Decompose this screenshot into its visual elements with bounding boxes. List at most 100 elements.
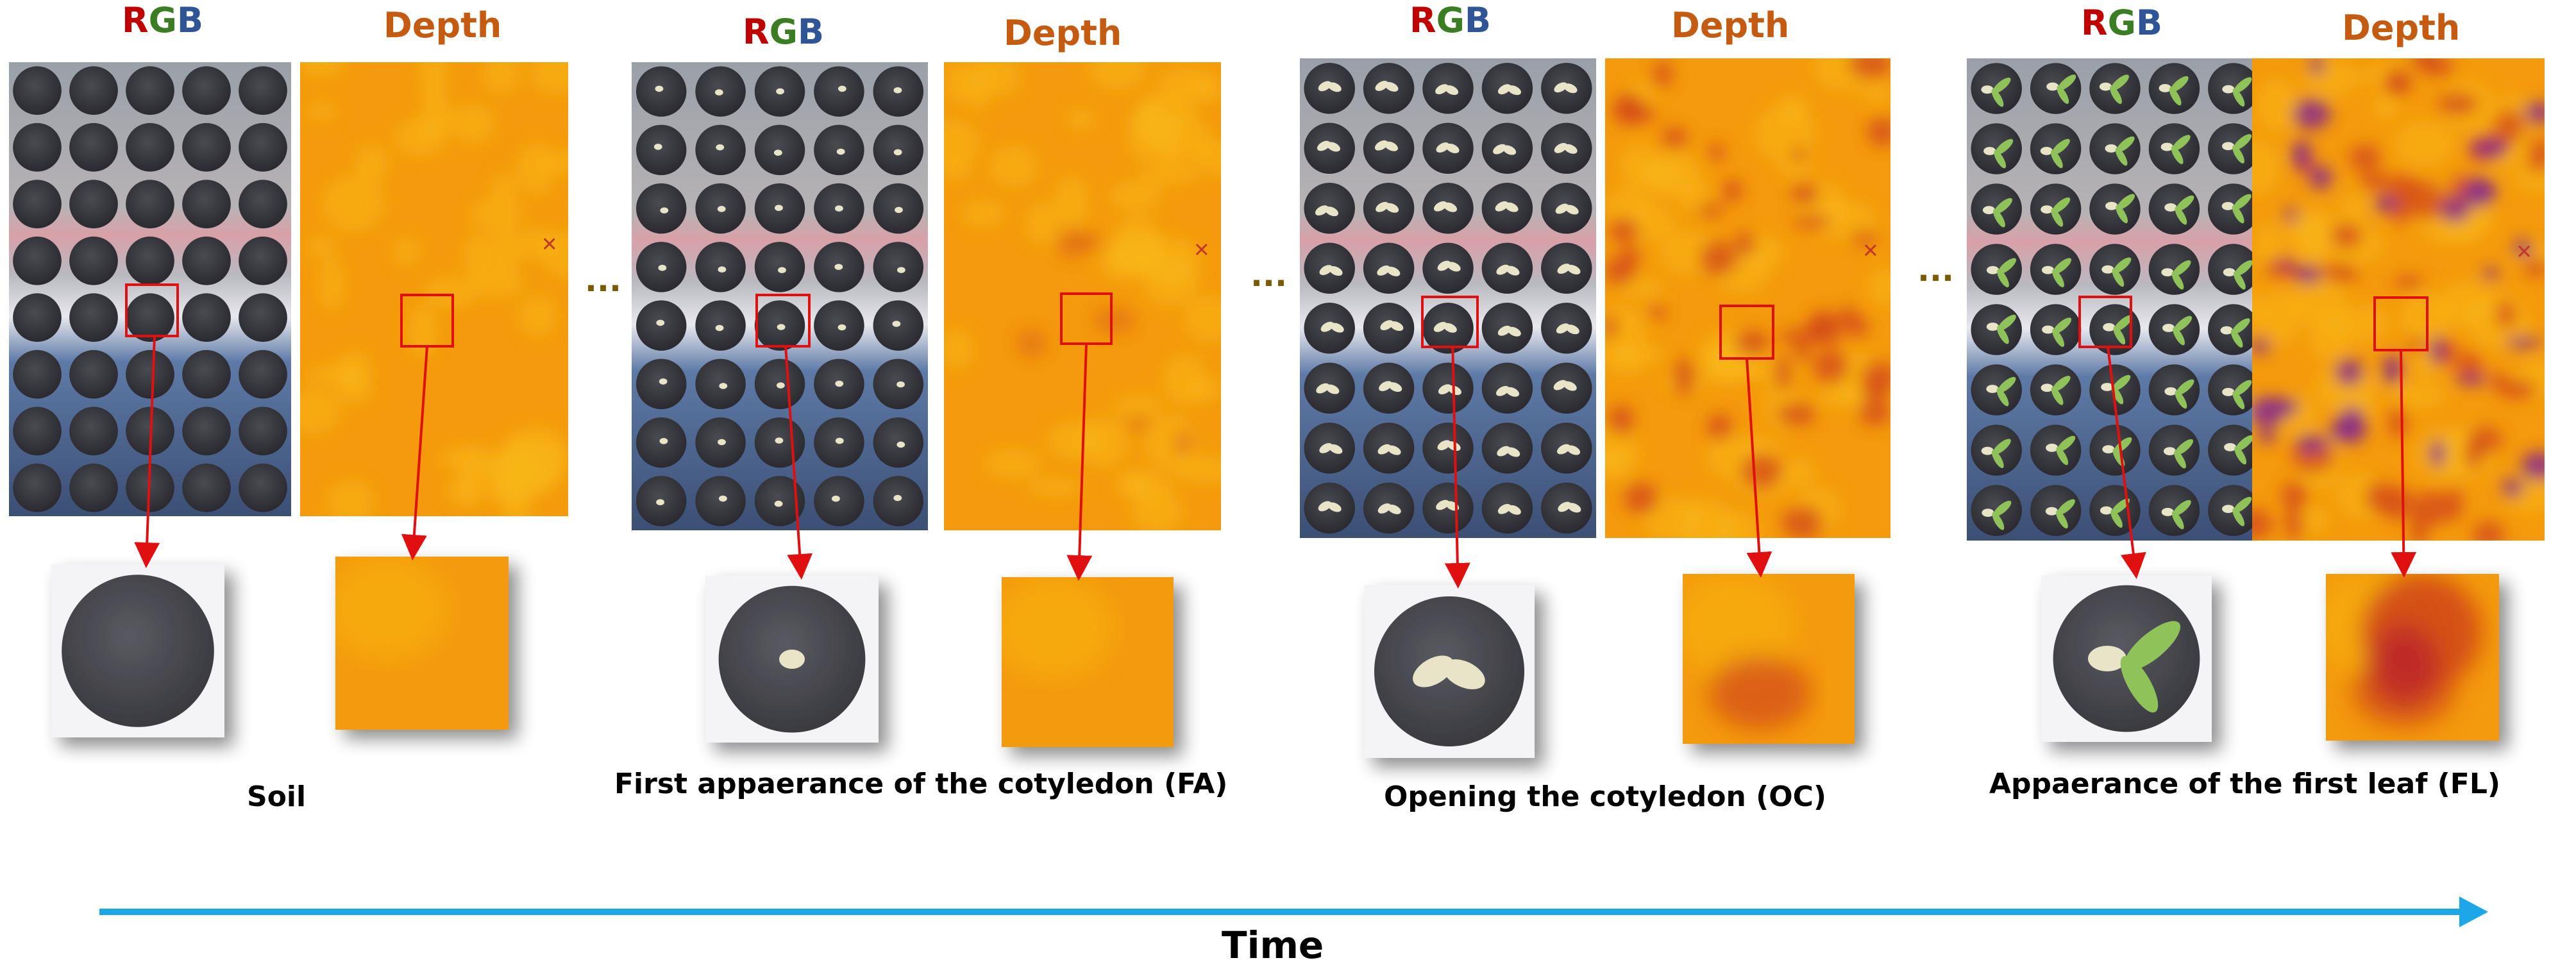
stage-panel-oc <box>1300 58 1890 758</box>
seedling-mark <box>714 89 723 96</box>
tray-cell <box>13 293 62 342</box>
cotyledon-mark <box>1563 144 1578 154</box>
cotyledon-mark <box>1433 321 1447 332</box>
leaf-mark <box>2234 380 2252 396</box>
leaf-mark <box>1991 88 2004 107</box>
cotyledon-mark <box>1375 81 1388 91</box>
leaf-mark <box>2173 315 2193 332</box>
tray-cell <box>182 66 231 115</box>
leaf-mark <box>1998 258 2017 274</box>
leaf-mark <box>2171 271 2184 290</box>
cotyledon-mark <box>1506 387 1520 397</box>
cotyledon-mark <box>2163 447 2176 456</box>
seedling-mark <box>775 205 783 211</box>
cotyledon-mark <box>1554 82 1567 93</box>
cotyledon-mark <box>2101 265 2114 274</box>
tray-cell <box>13 349 62 399</box>
seedling-mark <box>775 437 784 444</box>
leaf-mark <box>2232 508 2245 526</box>
leaf-mark <box>1992 439 2011 455</box>
cotyledon-mark <box>2040 146 2053 155</box>
leaf-mark <box>2051 387 2064 405</box>
leaf-mark <box>2235 435 2254 451</box>
leaf-mark <box>2115 147 2128 166</box>
tray-cell <box>754 242 805 292</box>
tray-cell <box>182 293 231 342</box>
depth-map-image <box>2252 58 2545 541</box>
rgb-header-4: RGB <box>2081 3 2163 43</box>
zoom-rgb-cell <box>705 576 879 743</box>
cotyledon-mark <box>2045 507 2058 516</box>
leaf-mark <box>2112 374 2131 391</box>
leaf-mark <box>2172 135 2191 151</box>
cotyledon-mark <box>1437 260 1451 271</box>
seedling-mark <box>658 264 667 271</box>
cotyledon-mark <box>2161 508 2174 516</box>
cotyledon-mark <box>1982 509 1994 517</box>
tray-cell <box>239 407 287 456</box>
cotyledon-mark <box>1495 201 1508 212</box>
marker-x-icon <box>1864 244 1876 256</box>
pointer-arrow-rgb <box>134 335 160 568</box>
cotyledon-mark <box>1377 265 1390 276</box>
cotyledon-mark <box>1388 382 1402 392</box>
tray-cell <box>239 463 287 512</box>
cotyledon-mark <box>1981 446 1994 455</box>
pointer-arrow-depth <box>1746 358 1772 578</box>
cotyledon-mark <box>2046 82 2059 91</box>
cotyledon-mark <box>1503 145 1517 155</box>
leaf-mark <box>1993 500 2012 517</box>
cotyledon-mark <box>1553 380 1567 391</box>
leaf-mark <box>2116 136 2135 153</box>
leaf-mark <box>2173 327 2185 346</box>
seedling-mark <box>660 207 669 214</box>
stage-panel-fl <box>1967 58 2545 742</box>
tray-cell <box>1422 423 1474 474</box>
tray-cell <box>239 122 287 172</box>
leaf-mark <box>2051 208 2064 227</box>
cotyledon-mark <box>1374 140 1388 151</box>
cotyledon-mark <box>1497 84 1511 95</box>
cotyledon-mark <box>1319 443 1333 453</box>
cotyledon-mark <box>1437 440 1451 451</box>
tray-cell <box>13 463 62 512</box>
pointer-arrow-rgb <box>1444 346 1470 589</box>
tray-cell <box>2148 244 2200 295</box>
seedling-mark <box>718 266 727 273</box>
depth-header-2: Depth <box>1004 13 1122 53</box>
leaf-mark <box>2176 379 2194 396</box>
tray-cell <box>814 476 864 526</box>
leaf-mark <box>2120 655 2159 713</box>
leaf-mark <box>2169 87 2182 106</box>
tray-cell <box>814 66 864 117</box>
zoom-depth-patch <box>335 557 509 730</box>
cotyledon-mark <box>1330 323 1344 333</box>
tray-cell <box>69 293 118 342</box>
leaf-mark <box>2111 498 2130 514</box>
seedling-mark <box>655 85 664 92</box>
cotyledon-mark <box>2159 84 2171 92</box>
depth-map-image <box>300 62 568 516</box>
marker-x-icon <box>1195 243 1208 256</box>
tray-cell <box>13 180 62 229</box>
leaf-mark <box>2110 509 2123 528</box>
cotyledon-mark <box>1318 501 1332 512</box>
tray-cell <box>873 242 924 292</box>
leaf-mark <box>2114 437 2132 453</box>
cotyledon-mark <box>2224 442 2237 451</box>
cotyledon-mark <box>1384 141 1398 151</box>
seedling-mark <box>719 383 728 389</box>
seedling-mark <box>717 206 726 212</box>
cotyledon-mark <box>1376 201 1389 212</box>
tray-cell <box>126 293 174 342</box>
seedling-mark <box>653 144 662 150</box>
seedling-mark <box>777 324 786 330</box>
leaf-mark <box>2110 74 2129 91</box>
leaf-mark <box>2112 268 2125 287</box>
tray-cell <box>69 349 118 399</box>
leaf-mark <box>2110 85 2122 105</box>
leaf-mark <box>2233 134 2252 150</box>
seedling-mark <box>718 495 727 502</box>
depth-header-1: Depth <box>383 5 502 46</box>
cotyledon-mark <box>2046 443 2058 452</box>
